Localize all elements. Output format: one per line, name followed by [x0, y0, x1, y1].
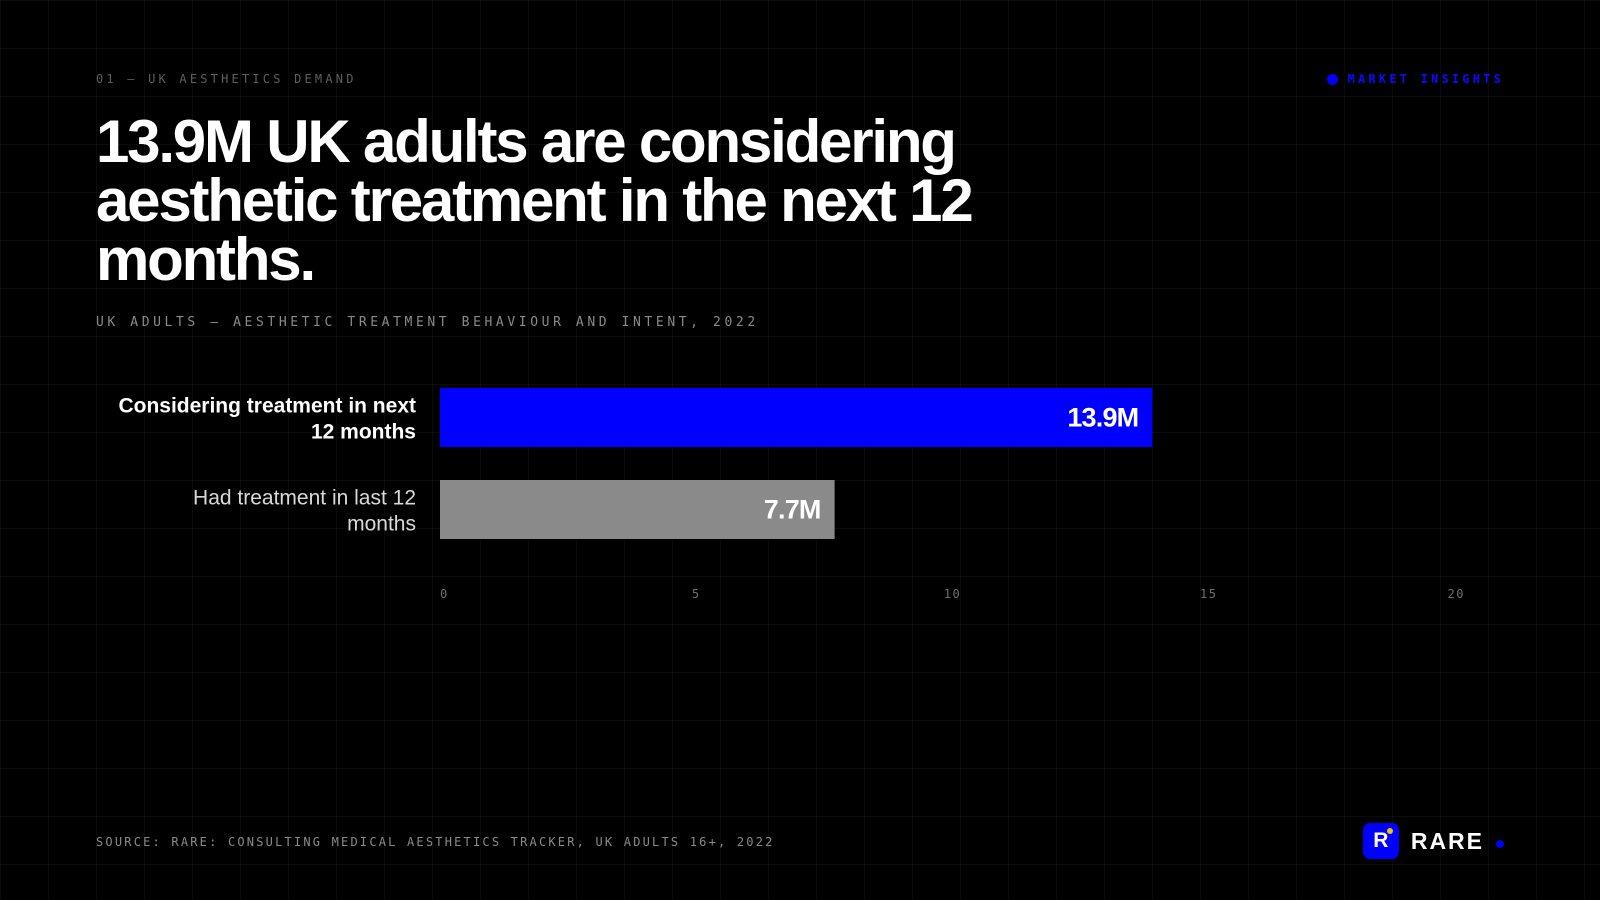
brand-dot-icon	[1496, 840, 1504, 848]
brand-logo: R RARE	[1362, 823, 1504, 859]
bar-value-label-2: 7.7M	[764, 495, 821, 525]
section-eyebrow: 01 — UK AESTHETICS DEMAND	[96, 72, 357, 86]
brand-mark-dot-icon	[1386, 828, 1393, 834]
status-dot-icon	[1326, 73, 1338, 85]
brand-mark-icon: R	[1362, 823, 1399, 859]
source-note: SOURCE: RARE: CONSULTING MEDICAL AESTHET…	[96, 835, 775, 849]
category-label-2: Had treatment in last 12 months	[193, 487, 416, 536]
bar-value-label-1: 13.9M	[1067, 403, 1138, 433]
brand-mark-letter: R	[1373, 829, 1389, 852]
bar-1	[440, 388, 1153, 447]
x-tick-label: 15	[1200, 587, 1217, 601]
chart-subtitle: UK ADULTS — AESTHETIC TREATMENT BEHAVIOU…	[96, 315, 759, 330]
category-label-1: Considering treatment in next 12 months	[118, 395, 416, 444]
bar-2	[440, 480, 835, 539]
market-insights-tag: MARKET INSIGHTS	[1326, 72, 1504, 86]
brand-name: RARE	[1410, 827, 1484, 854]
x-tick-label: 20	[1448, 587, 1465, 601]
x-tick-label: 10	[944, 587, 961, 601]
x-tick-label: 0	[440, 587, 449, 601]
x-tick-label: 5	[692, 587, 701, 601]
market-insights-label: MARKET INSIGHTS	[1347, 72, 1504, 86]
page-title: 13.9M UK adults are considering aestheti…	[96, 108, 974, 293]
